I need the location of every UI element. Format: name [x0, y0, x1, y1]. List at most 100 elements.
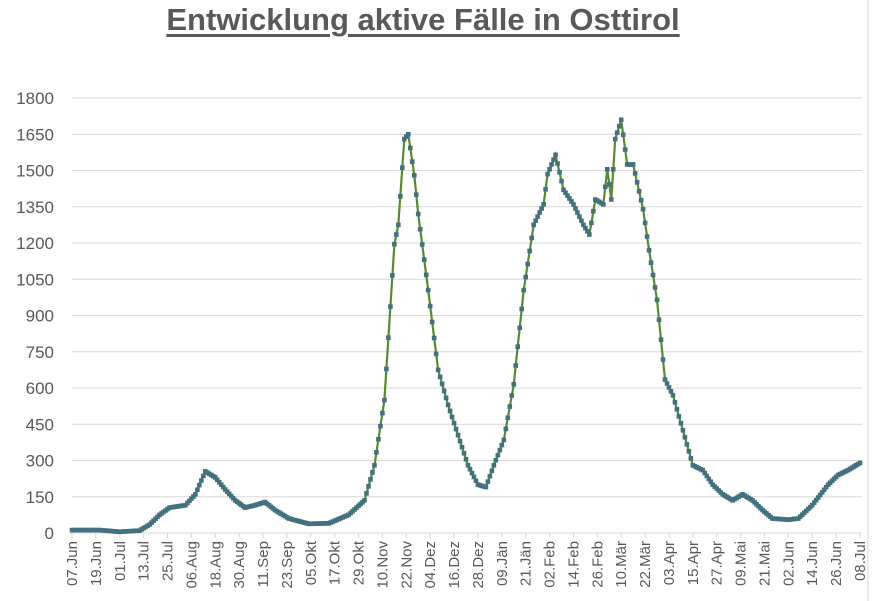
- data-point-marker: [463, 456, 469, 462]
- x-tick-label: 01.Jul: [112, 541, 129, 581]
- data-point-marker: [642, 220, 648, 226]
- data-point-marker: [447, 408, 453, 414]
- data-point-marker: [567, 196, 572, 201]
- data-point-marker: [431, 335, 437, 341]
- y-tick-label: 900: [26, 307, 54, 326]
- x-tick-label: 27.Apr: [709, 541, 726, 585]
- data-point-marker: [457, 438, 463, 444]
- x-tick-label: 06.Aug: [183, 541, 200, 589]
- x-tick-label: 09.Jän: [494, 541, 511, 586]
- data-point-marker: [608, 197, 614, 202]
- x-tick-label: 28.Dez: [470, 541, 487, 589]
- x-tick-label: 04.Dez: [422, 541, 439, 589]
- series-line: [72, 119, 861, 533]
- data-point-marker: [819, 490, 825, 495]
- data-point-marker: [501, 437, 507, 443]
- data-point-marker: [425, 287, 431, 293]
- data-point-marker: [579, 218, 584, 224]
- data-point-marker: [376, 436, 381, 442]
- data-point-marker: [493, 457, 499, 463]
- data-point-marker: [384, 366, 389, 372]
- data-point-marker: [549, 162, 554, 167]
- data-point-marker: [505, 415, 511, 421]
- x-tick-label: 26.Jun: [828, 541, 845, 586]
- data-point-marker: [374, 449, 379, 455]
- data-point-marker: [630, 162, 636, 167]
- x-tick-label: 03.Apr: [661, 541, 678, 585]
- data-point-marker: [563, 190, 568, 196]
- data-point-marker: [555, 161, 560, 166]
- data-point-marker: [449, 414, 455, 420]
- y-tick-label: 300: [26, 452, 54, 471]
- data-point-marker: [437, 374, 443, 380]
- data-point-marker: [529, 235, 534, 241]
- data-point-marker: [392, 241, 397, 247]
- data-point-marker: [811, 500, 817, 505]
- data-point-marker: [433, 351, 439, 357]
- data-point-marker: [473, 478, 479, 484]
- data-point-marker: [622, 147, 628, 152]
- data-point-marker: [404, 134, 409, 139]
- data-point-marker: [497, 447, 503, 453]
- data-point-marker: [509, 393, 515, 398]
- data-point-marker: [214, 477, 220, 483]
- data-point-marker: [583, 225, 588, 231]
- data-point-marker: [503, 426, 509, 432]
- data-point-marker: [680, 427, 686, 433]
- data-point-marker: [499, 442, 505, 448]
- data-point-marker: [662, 377, 668, 382]
- data-point-marker: [521, 287, 527, 293]
- data-point-marker: [658, 337, 664, 342]
- data-point-marker: [545, 171, 550, 177]
- data-point-marker: [531, 222, 536, 228]
- data-point-marker: [212, 475, 218, 480]
- data-point-marker: [511, 382, 517, 387]
- data-point-marker: [507, 404, 513, 409]
- x-tick-label: 26.Feb: [589, 541, 606, 588]
- x-axis: 07.Jun 19.Jun 01.Jul 13.Jul 25.Jul 06.Aug 18.A…: [64, 532, 869, 589]
- data-point-marker: [684, 442, 690, 447]
- data-point-marker: [565, 193, 570, 198]
- data-point-marker: [553, 152, 558, 158]
- data-point-marker: [368, 477, 373, 482]
- data-point-marker: [591, 208, 596, 214]
- x-tick-label: 09.Mai: [733, 541, 750, 586]
- data-point-marker: [668, 389, 674, 394]
- x-tick-label: 14.Jun: [804, 541, 821, 586]
- data-point-marker: [388, 304, 393, 309]
- x-tick-label: 29.Okt: [351, 540, 368, 585]
- data-point-marker: [199, 478, 204, 483]
- data-point-marker: [495, 452, 501, 458]
- data-point-marker: [487, 473, 493, 479]
- data-point-marker: [670, 392, 676, 398]
- data-point-marker: [666, 385, 672, 390]
- data-point-marker: [370, 470, 375, 475]
- data-point-marker: [407, 145, 413, 151]
- x-tick-label: 02.Jun: [780, 541, 797, 586]
- data-point-marker: [485, 479, 491, 484]
- data-point-marker: [362, 498, 367, 503]
- data-point-marker: [489, 468, 495, 474]
- x-tick-label: 10.Mär: [613, 541, 630, 588]
- x-tick-label: 16.Dez: [446, 541, 463, 589]
- data-point-marker: [427, 303, 433, 309]
- data-point-marker: [539, 206, 544, 211]
- data-point-marker: [585, 229, 590, 234]
- data-point-marker: [634, 180, 640, 185]
- x-tick-label: 21.Mai: [756, 541, 773, 586]
- data-point-marker: [195, 487, 200, 493]
- data-point-marker: [650, 272, 656, 278]
- data-series: [69, 117, 863, 535]
- data-point-marker: [364, 491, 369, 496]
- data-point-marker: [398, 193, 403, 199]
- data-point-marker: [419, 242, 425, 247]
- x-tick-label: 17.Okt: [327, 540, 344, 585]
- data-point-marker: [543, 186, 548, 192]
- data-point-marker: [378, 423, 383, 429]
- data-point-marker: [439, 381, 445, 387]
- data-point-marker: [461, 450, 467, 456]
- x-tick-label: 19.Jun: [88, 541, 105, 586]
- y-axis: 0 150 300 450 600 750 900 1050 1200 1350 1500 1650 1…: [16, 89, 54, 543]
- data-point-marker: [519, 306, 525, 312]
- data-point-marker: [455, 432, 461, 438]
